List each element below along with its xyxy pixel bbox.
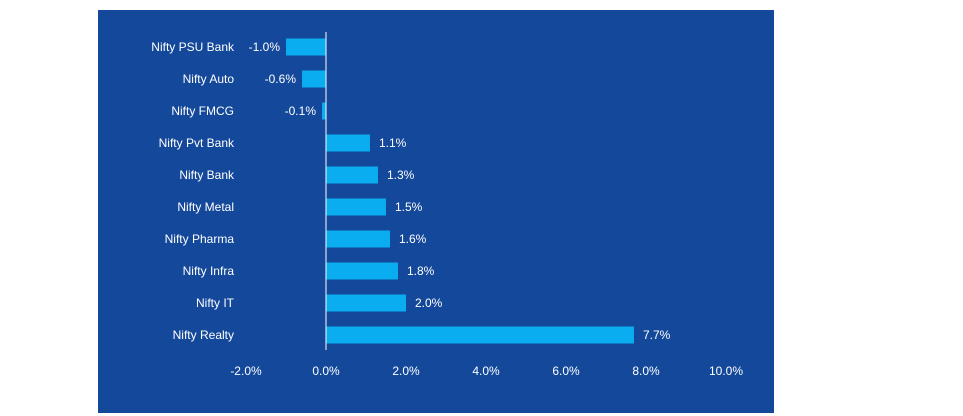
- category-label: Nifty Auto: [183, 72, 235, 86]
- value-label: 1.1%: [379, 136, 407, 150]
- bar-nifty-fmcg: [322, 102, 326, 120]
- bar-nifty-auto: [302, 70, 326, 88]
- category-label: Nifty Bank: [179, 168, 235, 182]
- bars-layer: [286, 38, 634, 344]
- category-label: Nifty IT: [196, 296, 235, 310]
- x-tick-label: 8.0%: [632, 364, 660, 378]
- value-label: 1.6%: [399, 232, 427, 246]
- bar-chart: Nifty PSU Bank -1.0% Nifty Auto -0.6% Nifty …: [98, 10, 774, 413]
- bar-nifty-pvt-bank: [326, 134, 370, 152]
- category-label: Nifty Infra: [183, 264, 235, 278]
- category-label: Nifty Pharma: [165, 232, 235, 246]
- bar-nifty-infra: [326, 262, 398, 280]
- bar-nifty-psu-bank: [286, 38, 326, 56]
- bar-nifty-pharma: [326, 230, 390, 248]
- value-label: 2.0%: [415, 296, 443, 310]
- bar-nifty-realty: [326, 326, 634, 344]
- value-label: -0.6%: [265, 72, 297, 86]
- chart-panel: Nifty PSU Bank -1.0% Nifty Auto -0.6% Nifty …: [98, 10, 774, 413]
- bar-nifty-it: [326, 294, 406, 312]
- value-label: 1.8%: [407, 264, 435, 278]
- category-label: Nifty Pvt Bank: [159, 136, 235, 150]
- value-label: -1.0%: [249, 40, 281, 54]
- x-tick-label: 4.0%: [472, 364, 500, 378]
- chart-background: [98, 10, 774, 413]
- x-tick-label: 0.0%: [312, 364, 340, 378]
- value-label: 1.5%: [395, 200, 423, 214]
- x-tick-label: 6.0%: [552, 364, 580, 378]
- x-tick-label: -2.0%: [230, 364, 262, 378]
- labels-layer: Nifty PSU Bank -1.0% Nifty Auto -0.6% Nifty …: [151, 40, 670, 342]
- x-tick-label: 2.0%: [392, 364, 420, 378]
- category-label: Nifty FMCG: [171, 104, 234, 118]
- value-label: 1.3%: [387, 168, 415, 182]
- category-label: Nifty Realty: [173, 328, 234, 342]
- bar-nifty-bank: [326, 166, 378, 184]
- bar-nifty-metal: [326, 198, 386, 216]
- value-label: -0.1%: [285, 104, 317, 118]
- x-axis-ticks: -2.0% 0.0% 2.0% 4.0% 6.0% 8.0% 10.0%: [230, 364, 743, 378]
- category-label: Nifty Metal: [177, 200, 234, 214]
- value-label: 7.7%: [643, 328, 671, 342]
- category-label: Nifty PSU Bank: [151, 40, 235, 54]
- x-tick-label: 10.0%: [709, 364, 743, 378]
